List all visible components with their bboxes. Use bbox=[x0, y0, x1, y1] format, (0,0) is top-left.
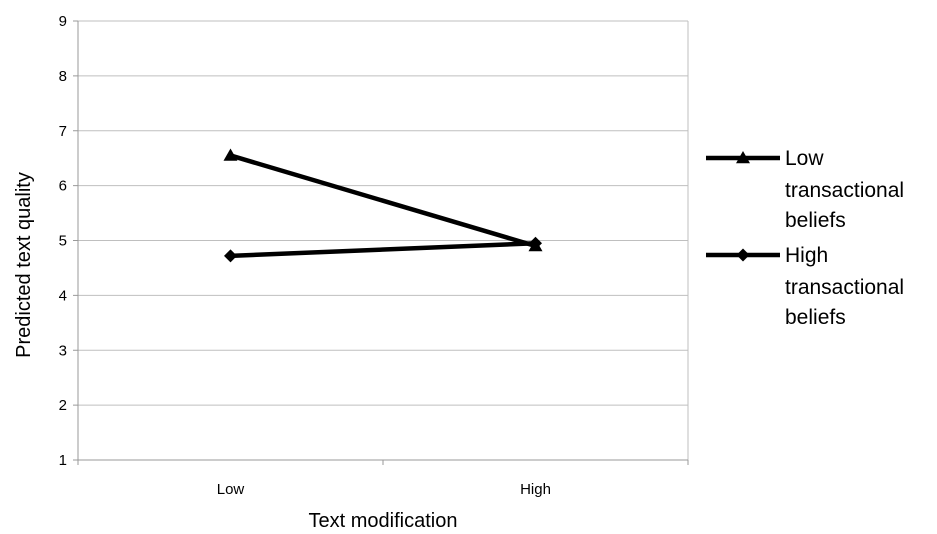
x-tick-label-low: Low bbox=[217, 481, 245, 498]
legend-marker-0 bbox=[736, 151, 750, 164]
legend-label-1-line-2: beliefs bbox=[785, 306, 846, 329]
legend-label-1-line-0: High bbox=[785, 244, 828, 267]
y-tick-labels: 1 2 3 4 5 6 7 8 9 bbox=[59, 13, 67, 469]
series-1-line bbox=[230, 240, 536, 259]
y-axis-title: Predicted text quality bbox=[13, 172, 35, 358]
gridlines bbox=[78, 20, 689, 460]
x-tick-label-high: High bbox=[520, 481, 551, 498]
series-1-point-high bbox=[529, 236, 542, 250]
x-axis-title: Text modification bbox=[309, 510, 458, 532]
legend-label-0-line-0: Low bbox=[785, 147, 824, 170]
y-tick-label-7: 7 bbox=[59, 123, 67, 140]
x-tick-labels: Low High bbox=[217, 481, 551, 498]
legend: Low transactional beliefs High transactional… bbox=[706, 147, 904, 329]
legend-label-0-line-2: beliefs bbox=[785, 209, 846, 232]
y-tick-label-4: 4 bbox=[59, 287, 67, 304]
y-tick-label-1: 1 bbox=[59, 452, 67, 469]
series-0-point-low bbox=[223, 148, 238, 161]
y-tick-label-6: 6 bbox=[59, 178, 67, 195]
legend-marker-1 bbox=[736, 248, 750, 262]
y-tick-label-9: 9 bbox=[59, 13, 67, 30]
series-0-line bbox=[229, 153, 537, 249]
y-tick-label-3: 3 bbox=[59, 342, 67, 359]
y-tick-label-2: 2 bbox=[59, 397, 67, 414]
legend-label-0-line-1: transactional bbox=[785, 179, 904, 202]
axes bbox=[73, 20, 689, 465]
y-tick-label-5: 5 bbox=[59, 233, 67, 250]
series-1-point-low bbox=[224, 249, 237, 263]
series-layer bbox=[223, 148, 543, 263]
y-tick-label-8: 8 bbox=[59, 68, 67, 85]
legend-label-1-line-1: transactional bbox=[785, 276, 904, 299]
